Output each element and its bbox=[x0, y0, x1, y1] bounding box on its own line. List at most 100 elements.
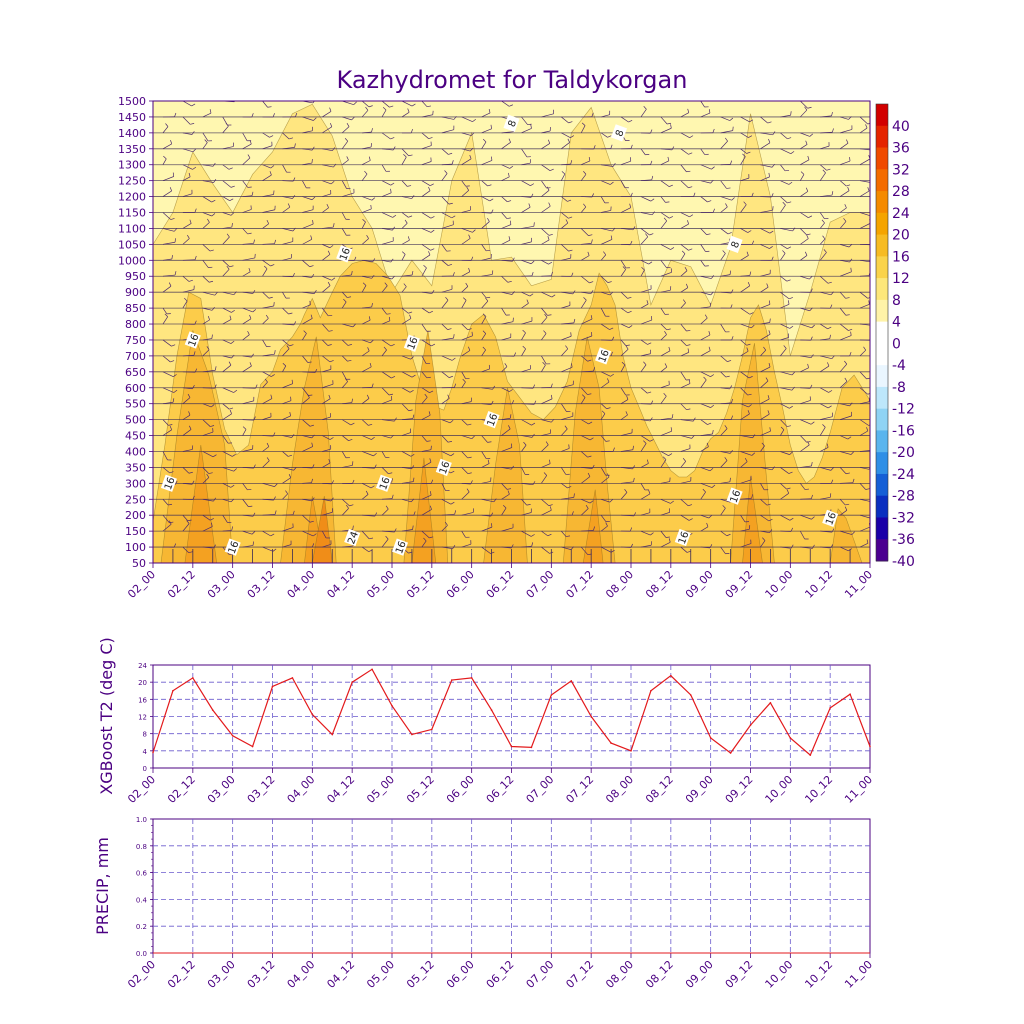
wind-barb-flag bbox=[582, 394, 586, 398]
wind-barb bbox=[581, 435, 591, 441]
wind-barb-flag bbox=[804, 106, 808, 111]
wind-barb bbox=[222, 498, 232, 503]
wind-barb bbox=[182, 238, 190, 245]
wind-barb-flag bbox=[624, 489, 628, 493]
wind-barb bbox=[521, 320, 533, 325]
wind-barb-flag bbox=[391, 376, 396, 379]
wind-barb bbox=[640, 353, 651, 357]
wind-barb-flag bbox=[169, 425, 173, 430]
wind-barb bbox=[461, 132, 472, 136]
wind-barb bbox=[581, 498, 591, 504]
wind-barb bbox=[680, 323, 687, 332]
wind-barb bbox=[242, 545, 254, 548]
wind-barb-flag bbox=[747, 393, 752, 396]
wind-barb bbox=[162, 285, 172, 293]
wind-barb bbox=[361, 238, 369, 245]
wind-barb bbox=[620, 207, 631, 213]
wind-barb bbox=[640, 493, 651, 500]
wind-barb bbox=[800, 483, 806, 490]
wind-barb-flag bbox=[211, 522, 213, 527]
wind-barb bbox=[461, 300, 467, 309]
precip-ylabel: PRECIP, mm bbox=[93, 837, 112, 935]
wind-barb-flag bbox=[192, 148, 197, 153]
wind-barb bbox=[282, 544, 292, 548]
y-tick-label: 550 bbox=[125, 398, 146, 411]
wind-barb-flag bbox=[570, 135, 574, 138]
wind-barb-flag bbox=[866, 539, 869, 544]
wind-barb-flag bbox=[467, 472, 472, 474]
wind-barb-flag bbox=[591, 112, 594, 117]
wind-barb bbox=[581, 370, 594, 373]
wind-barb bbox=[302, 238, 312, 245]
wind-barb-flag bbox=[451, 357, 456, 361]
wind-barb-flag bbox=[426, 440, 431, 442]
wind-barb bbox=[660, 323, 668, 331]
wind-barb-flag bbox=[583, 297, 587, 301]
wind-barb bbox=[381, 109, 387, 118]
wind-barb bbox=[780, 403, 790, 409]
wind-barb bbox=[381, 320, 391, 325]
wind-barb-flag bbox=[821, 219, 825, 224]
wind-barb bbox=[840, 530, 852, 535]
wind-barb-flag bbox=[800, 171, 805, 175]
wind-barb bbox=[820, 416, 833, 420]
wind-barb-flag bbox=[529, 159, 532, 164]
wind-barb-flag bbox=[588, 156, 591, 162]
wind-barb bbox=[461, 286, 469, 293]
wind-barb bbox=[541, 364, 546, 373]
wind-barb-flag bbox=[311, 434, 315, 439]
wind-barb-flag bbox=[274, 350, 276, 355]
t2-point bbox=[172, 689, 174, 692]
wind-barb bbox=[421, 435, 427, 442]
wind-barb bbox=[561, 132, 571, 139]
wind-barb bbox=[561, 530, 567, 537]
wind-barb bbox=[660, 384, 670, 389]
t2-point bbox=[490, 709, 493, 711]
wind-barb bbox=[640, 179, 652, 182]
contour-label: 16 bbox=[391, 538, 409, 556]
wind-barb-flag bbox=[507, 490, 510, 495]
y-tick-label: 4 bbox=[143, 748, 148, 756]
wind-barb bbox=[680, 132, 690, 138]
wind-barb-flag bbox=[169, 521, 174, 524]
wind-barb bbox=[640, 512, 650, 516]
wind-barb-flag bbox=[789, 451, 793, 455]
wind-barb bbox=[381, 180, 391, 186]
wind-barb-flag bbox=[670, 427, 673, 432]
wind-barb bbox=[760, 530, 770, 534]
wind-barb bbox=[541, 164, 551, 171]
wind-barb-flag bbox=[173, 543, 177, 548]
wind-barb-flag bbox=[170, 218, 175, 220]
wind-barb-flag bbox=[805, 187, 809, 192]
wind-barb bbox=[640, 212, 653, 216]
wind-barb-flag bbox=[428, 251, 431, 256]
colorbar-swatch bbox=[876, 278, 888, 301]
wind-barb-flag bbox=[487, 217, 490, 222]
wind-barb-flag bbox=[610, 235, 613, 240]
t2-point bbox=[470, 677, 473, 679]
wind-barb-flag bbox=[169, 471, 174, 474]
contour-label-text: 16 bbox=[227, 540, 242, 556]
wind-barb bbox=[541, 143, 550, 150]
wind-barb-flag bbox=[206, 473, 210, 478]
wind-barb bbox=[401, 318, 412, 325]
wind-barb-flag bbox=[809, 384, 813, 389]
wind-barb bbox=[680, 514, 690, 521]
wind-barb-flag bbox=[311, 478, 313, 483]
wind-barb-flag bbox=[230, 185, 235, 188]
wind-barb bbox=[660, 180, 670, 187]
wind-barb-flag bbox=[270, 394, 273, 399]
wind-barb-flag bbox=[390, 182, 395, 186]
wind-barb bbox=[700, 491, 706, 500]
wind-barb-flag bbox=[831, 355, 835, 359]
contour-label-box bbox=[224, 538, 241, 556]
wind-barb-flag bbox=[662, 456, 667, 460]
wind-barb bbox=[640, 463, 649, 468]
wind-barb bbox=[242, 419, 254, 421]
wind-barb bbox=[780, 132, 788, 140]
wind-barb bbox=[501, 417, 511, 420]
colorbar-label: -40 bbox=[892, 554, 915, 570]
wind-barb-flag bbox=[663, 217, 667, 222]
wind-barb bbox=[282, 383, 293, 389]
wind-barb-flag bbox=[513, 352, 517, 357]
